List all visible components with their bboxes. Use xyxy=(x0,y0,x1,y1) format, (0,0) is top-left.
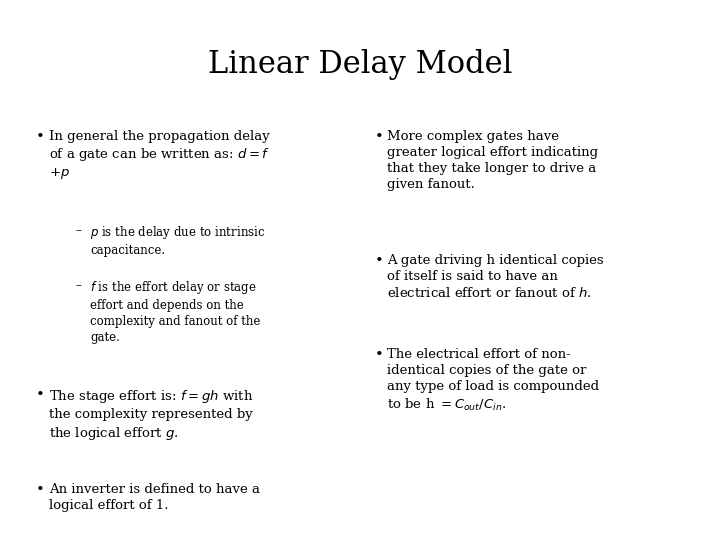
Text: •: • xyxy=(374,348,383,362)
Text: •: • xyxy=(36,130,45,144)
Text: •: • xyxy=(374,254,383,268)
Text: A gate driving h identical copies
of itself is said to have an
electrical effort: A gate driving h identical copies of its… xyxy=(387,254,604,300)
Text: An inverter is defined to have a
logical effort of 1.: An inverter is defined to have a logical… xyxy=(49,483,260,512)
Text: The stage effort is: $f = gh$ with
the complexity represented by
the logical eff: The stage effort is: $f = gh$ with the c… xyxy=(49,388,253,442)
Text: Linear Delay Model: Linear Delay Model xyxy=(208,49,512,79)
Text: •: • xyxy=(36,388,45,402)
Text: $p$ is the delay due to intrinsic
capacitance.: $p$ is the delay due to intrinsic capaci… xyxy=(90,224,266,257)
Text: •: • xyxy=(36,483,45,497)
Text: More complex gates have
greater logical effort indicating
that they take longer : More complex gates have greater logical … xyxy=(387,130,598,191)
Text: The electrical effort of non-
identical copies of the gate or
any type of load i: The electrical effort of non- identical … xyxy=(387,348,600,413)
Text: –: – xyxy=(76,279,81,292)
Text: $f$ is the effort delay or stage
effort and depends on the
complexity and fanout: $f$ is the effort delay or stage effort … xyxy=(90,279,261,344)
Text: In general the propagation delay
of a gate can be written as: $d = f$
$+ p$: In general the propagation delay of a ga… xyxy=(49,130,270,181)
Text: •: • xyxy=(374,130,383,144)
Text: –: – xyxy=(76,224,81,237)
